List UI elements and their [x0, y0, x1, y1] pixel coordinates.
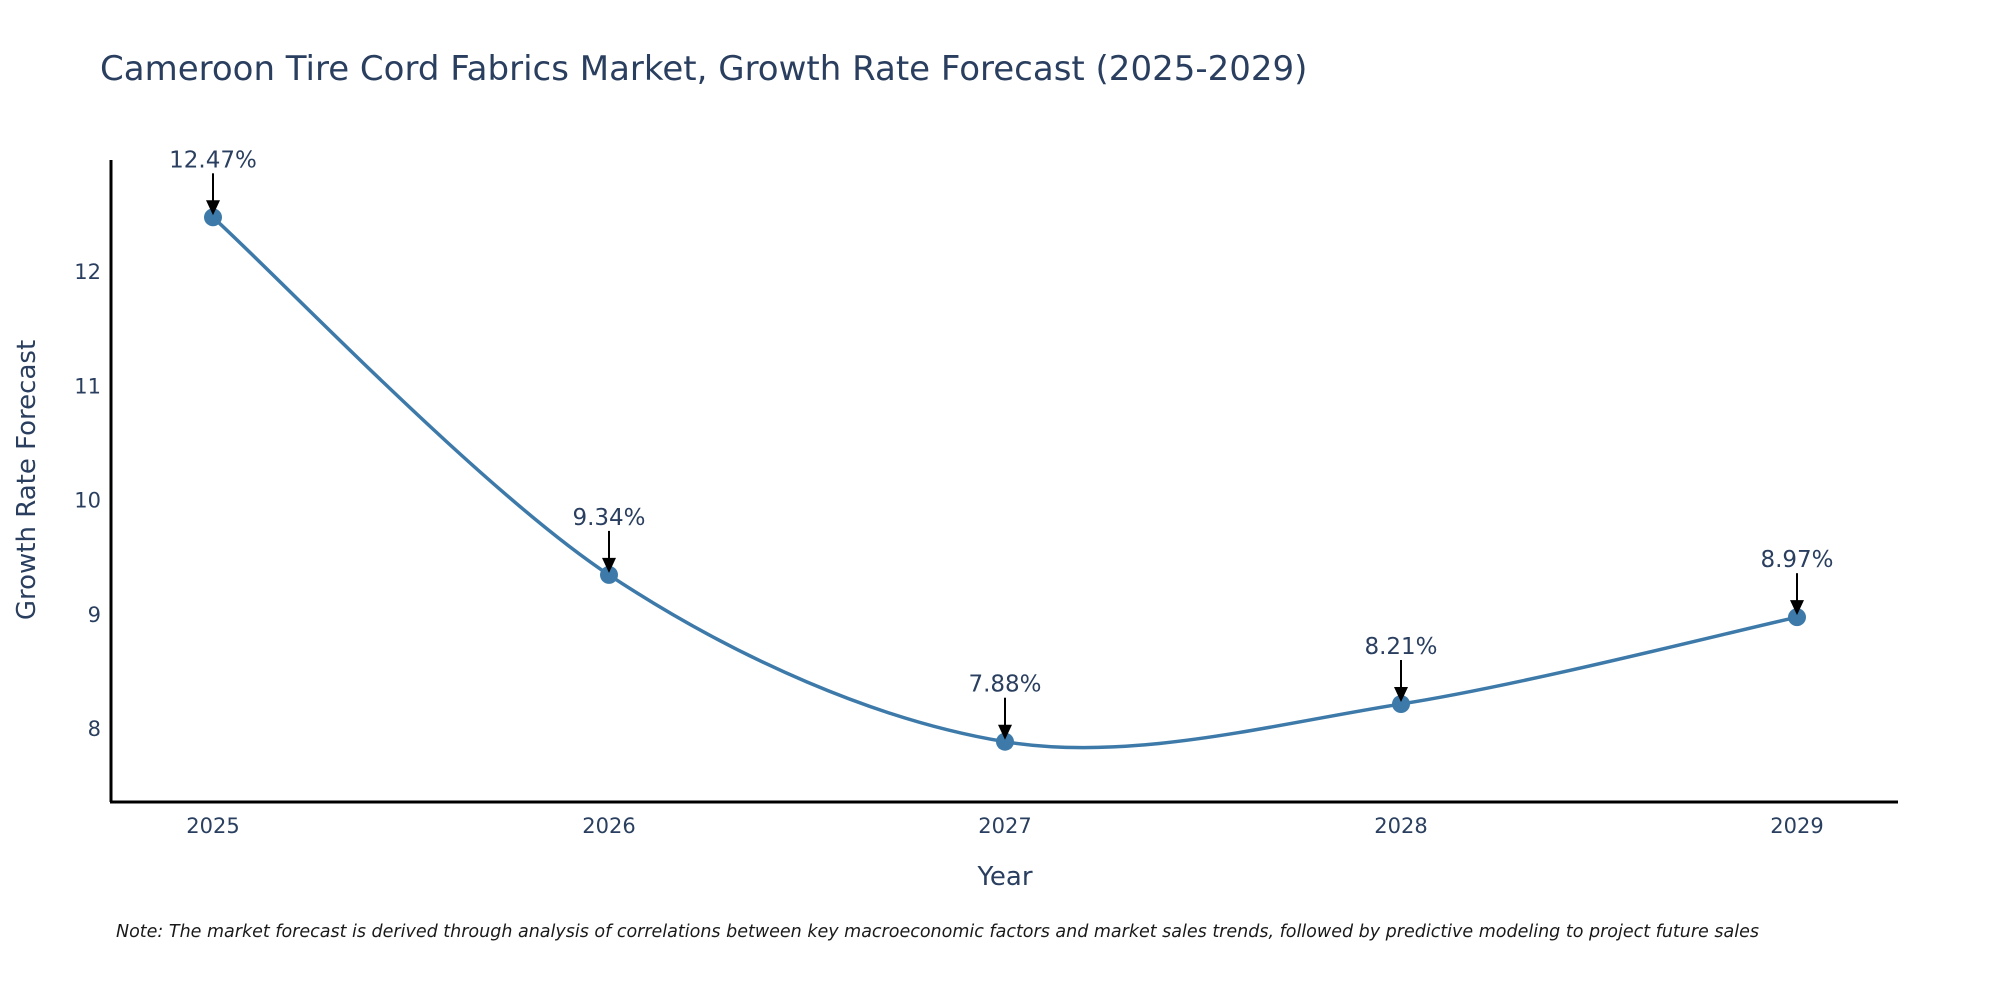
x-tick-label: 2027: [978, 814, 1031, 838]
axes: [109, 160, 1898, 804]
x-tick-label: 2028: [1374, 814, 1427, 838]
footnote: Note: The market forecast is derived thr…: [116, 922, 1759, 942]
data-label: 12.47%: [169, 147, 257, 173]
data-point[interactable]: [1392, 695, 1410, 714]
annotation-arrow-head: [1790, 600, 1804, 616]
data-label: 7.88%: [968, 672, 1041, 698]
x-axis-title: Year: [976, 862, 1032, 892]
data-point[interactable]: [996, 732, 1014, 751]
data-label: 8.21%: [1364, 634, 1437, 660]
series-layer: [204, 208, 1806, 751]
data-label: 9.34%: [572, 505, 645, 531]
y-tick-label: 10: [74, 489, 101, 513]
y-tick-labels: 8 9 10 11 12: [74, 260, 101, 741]
x-tick-label: 2029: [1770, 814, 1823, 838]
annotation-arrow-head: [998, 724, 1012, 740]
y-tick-label: 11: [74, 374, 101, 398]
annotation-arrow-head: [206, 200, 220, 216]
x-tick-label: 2026: [582, 814, 635, 838]
y-axis-title: Growth Rate Forecast: [12, 340, 42, 620]
y-tick-label: 9: [88, 603, 101, 627]
x-tick-label: 2025: [186, 814, 239, 838]
y-tick-label: 12: [74, 260, 101, 284]
annotation-arrow-head: [1394, 687, 1408, 703]
data-label: 8.97%: [1760, 547, 1833, 573]
annotation-arrow-head: [602, 557, 616, 573]
x-tick-labels: 2025 2026 2027 2028 2029: [186, 814, 1823, 838]
data-point[interactable]: [204, 208, 222, 227]
y-tick-label: 8: [88, 717, 101, 741]
data-point[interactable]: [1788, 608, 1806, 627]
data-point[interactable]: [600, 565, 618, 584]
annotation-layer: 12.47% 9.34% 7.88% 8.21% 8.97%: [169, 147, 1834, 740]
chart-title: Cameroon Tire Cord Fabrics Market, Growt…: [100, 49, 1307, 89]
series-line: [211, 216, 1798, 750]
